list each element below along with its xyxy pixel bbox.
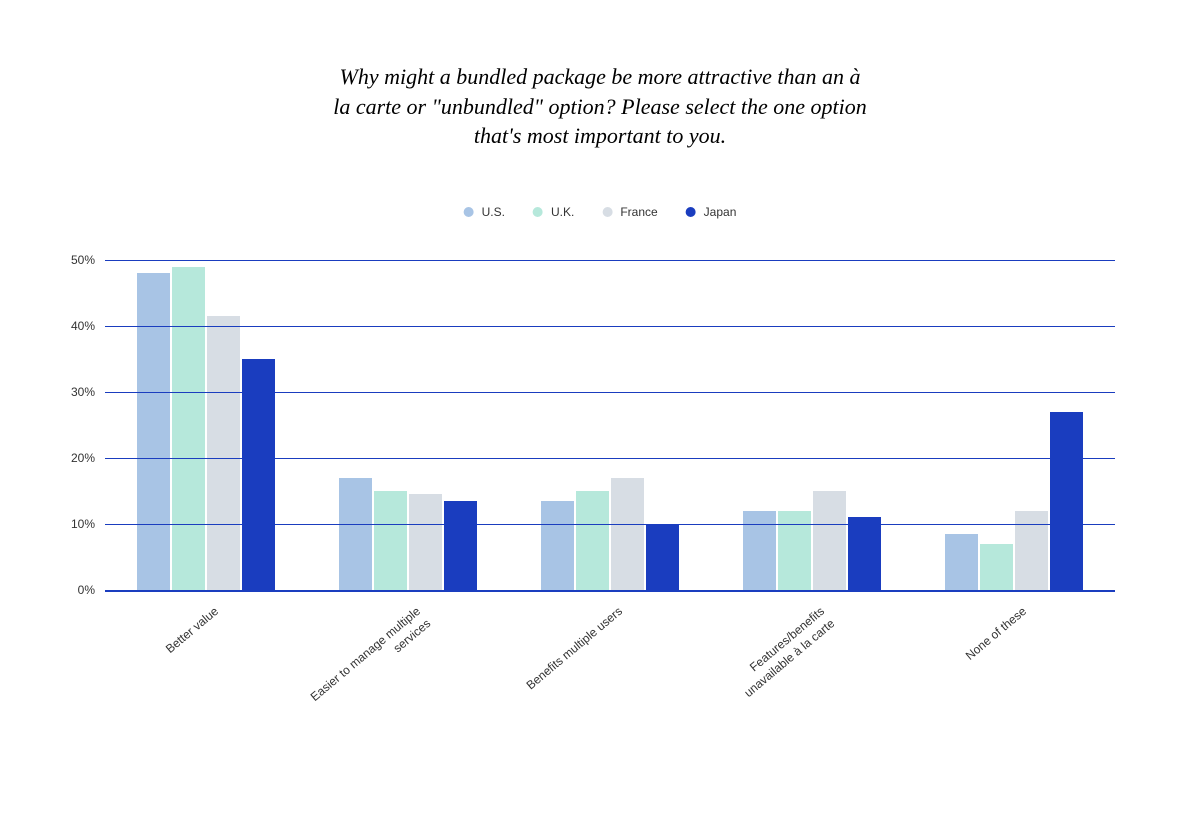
legend-label: France — [620, 205, 657, 219]
chart-plot-area: 0%10%20%30%40%50%Better valueEasier to m… — [105, 260, 1115, 590]
legend-item: Japan — [686, 205, 737, 219]
legend-swatch — [602, 207, 612, 217]
legend-label: Japan — [704, 205, 737, 219]
x-axis-label: Better value — [74, 604, 222, 732]
bar — [611, 478, 644, 590]
legend-item: U.S. — [464, 205, 505, 219]
bar — [172, 267, 205, 590]
gridline — [105, 326, 1115, 327]
gridline — [105, 524, 1115, 525]
bar — [207, 316, 240, 590]
bar — [1015, 511, 1048, 590]
legend-label: U.K. — [551, 205, 574, 219]
y-axis-label: 0% — [78, 583, 95, 597]
bar — [646, 524, 679, 590]
bar — [1050, 412, 1083, 590]
bar — [339, 478, 372, 590]
gridline — [105, 392, 1115, 393]
bar — [980, 544, 1013, 590]
bars-layer — [105, 260, 1115, 590]
bar — [541, 501, 574, 590]
y-axis-label: 50% — [71, 253, 95, 267]
legend-swatch — [464, 207, 474, 217]
legend: U.S. U.K. France Japan — [464, 205, 737, 219]
legend-item: France — [602, 205, 657, 219]
bar — [137, 273, 170, 590]
gridline — [105, 458, 1115, 459]
x-axis-label: Benefits multiple users — [478, 604, 626, 732]
legend-item: U.K. — [533, 205, 574, 219]
bar — [576, 491, 609, 590]
y-axis-label: 30% — [71, 385, 95, 399]
chart-title: Why might a bundled package be more attr… — [333, 62, 867, 151]
bar — [848, 517, 881, 590]
x-axis-label: None of these — [882, 604, 1030, 732]
legend-swatch — [533, 207, 543, 217]
legend-swatch — [686, 207, 696, 217]
bar — [778, 511, 811, 590]
gridline — [105, 260, 1115, 261]
x-axis-label: Features/benefits unavailable à la carte — [680, 604, 838, 744]
bar — [813, 491, 846, 590]
bar — [242, 359, 275, 590]
bar — [409, 494, 442, 590]
gridline — [105, 590, 1115, 592]
bar — [444, 501, 477, 590]
legend-label: U.S. — [482, 205, 505, 219]
y-axis-label: 20% — [71, 451, 95, 465]
bar — [743, 511, 776, 590]
bar — [945, 534, 978, 590]
x-axis-label: Easier to manage multiple services — [276, 604, 434, 744]
bar — [374, 491, 407, 590]
y-axis-label: 10% — [71, 517, 95, 531]
y-axis-label: 40% — [71, 319, 95, 333]
